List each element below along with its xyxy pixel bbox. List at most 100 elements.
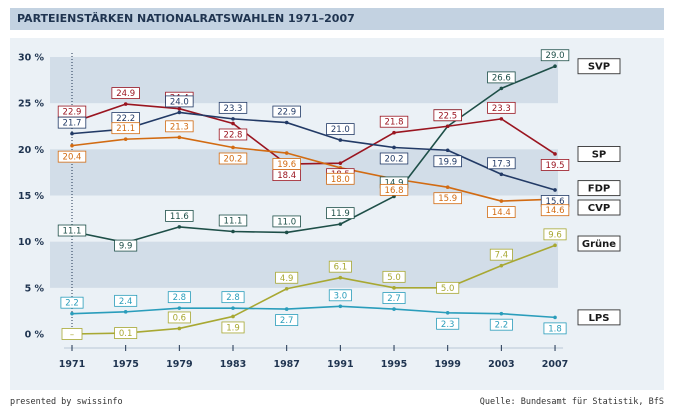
data-label-svp: 11.6 (165, 209, 194, 222)
party-label-box (577, 180, 621, 197)
data-label-box (487, 206, 516, 218)
data-label-text: 6.1 (334, 263, 348, 273)
party-label-text: SP (592, 149, 607, 160)
data-label-text: 14.6 (546, 206, 565, 216)
data-label-cvp: 14.6 (540, 204, 570, 217)
data-point-cvp (177, 135, 182, 140)
data-label-gruene: 5.0 (382, 270, 406, 283)
data-label-box (543, 322, 567, 335)
data-labels: 11.1 9.9 11.6 11.1 11.0 11.9 14.9 22.5 26.6 29.0 2… (57, 49, 570, 340)
data-point-lps (231, 306, 235, 310)
data-label-gruene: 1.9 (221, 321, 245, 333)
data-label-box (379, 115, 409, 128)
data-label-text: 2.2 (495, 321, 509, 331)
data-label-gruene: 0.6 (167, 311, 191, 323)
title-bar: PARTEIENSTÄRKEN NATIONALRATSWAHLEN 1971–… (10, 8, 664, 30)
series-line-svp (71, 65, 556, 244)
data-label-box (436, 317, 460, 330)
data-label-box (275, 271, 299, 284)
data-point-sp (338, 161, 343, 165)
background-band (50, 149, 558, 196)
data-label-box (221, 291, 245, 304)
data-label-text: 21.7 (63, 119, 82, 129)
data-label-box (165, 209, 194, 222)
data-label-text: 19.5 (546, 161, 565, 171)
data-label-text: 4.9 (280, 274, 294, 284)
data-label-text: 23.3 (224, 104, 243, 114)
data-label-lps: 1.8 (543, 322, 567, 335)
y-tick-label: 20 % (18, 145, 45, 156)
data-point-cvp (445, 185, 450, 189)
data-point-svp (499, 86, 504, 91)
data-point-fdp (553, 188, 557, 192)
data-label-text: 18.0 (331, 175, 350, 185)
data-label-box (114, 239, 138, 252)
data-label-box (540, 204, 570, 217)
footer-source: Quelle: Bundesamt für Statistik, BfS (479, 397, 664, 407)
y-tick-label: 5 % (25, 283, 45, 294)
data-label-text: 11.1 (63, 227, 82, 237)
data-label-text: 2.4 (119, 297, 133, 307)
x-tick-label: 1987 (273, 359, 299, 370)
axis: 0 % 5 % 10 % 15 % 20 % 25 % 30 % 1971 1975 1979 19… (18, 53, 568, 371)
data-label-cvp: 14.4 (487, 206, 516, 218)
data-label-box (326, 207, 355, 220)
data-point-fdp (499, 172, 504, 177)
data-point-fdp (338, 138, 343, 142)
data-label-text: 19.9 (438, 157, 457, 167)
data-label-text: 9.9 (119, 242, 133, 252)
data-label-cvp: 21.1 (111, 122, 140, 135)
data-label-lps: 2.2 (489, 318, 513, 331)
data-label-box (487, 101, 516, 114)
data-label-box (382, 270, 406, 283)
data-label-box (272, 105, 301, 118)
data-label-box (218, 101, 248, 114)
data-label-text: 1.8 (548, 324, 562, 334)
data-label-sp: 22.5 (433, 109, 462, 121)
data-label-fdp: 23.3 (218, 101, 248, 114)
data-label-fdp: 19.9 (433, 155, 462, 167)
data-point-fdp (284, 120, 289, 125)
data-label-gruene: 7.4 (489, 248, 513, 261)
data-point-sp (553, 152, 557, 156)
party-label-text: FDP (588, 184, 610, 195)
data-label-sp: 21.8 (379, 115, 409, 128)
data-label-text: 14.9 (385, 178, 404, 188)
data-label-box (272, 158, 301, 170)
series-line-lps (71, 305, 556, 319)
data-label-box (218, 214, 248, 227)
party-label-cvp: CVP (577, 199, 621, 216)
data-point-cvp (284, 151, 289, 155)
data-point-svp (231, 229, 235, 234)
y-tick-label: 0 % (25, 330, 45, 341)
data-label-text: 22.5 (438, 111, 457, 121)
data-label-text: 0.6 (173, 313, 187, 323)
data-point-gruene (284, 286, 289, 291)
party-label-gruene: Grüne (577, 235, 621, 252)
data-point-sp (445, 124, 450, 129)
party-label-fdp: FDP (577, 180, 621, 197)
footer-credit: presented by swissinfo (10, 397, 123, 407)
x-tick-label: 1975 (112, 359, 138, 370)
data-label-box (111, 122, 140, 135)
data-label-fdp: 17.3 (487, 157, 516, 169)
data-label-text: 1.9 (226, 323, 240, 333)
data-label-box (61, 328, 83, 340)
data-label-box (114, 327, 138, 339)
data-point-lps (338, 304, 343, 309)
data-label-text: 14.4 (492, 208, 511, 218)
party-label-text: CVP (588, 203, 610, 214)
x-tick-label: 1999 (434, 359, 460, 370)
data-label-box (379, 152, 409, 165)
data-label-box (218, 128, 248, 141)
data-label-text: 18.4 (277, 171, 296, 181)
data-label-sp: 22.9 (57, 105, 87, 118)
party-label-box (577, 145, 621, 162)
data-point-cvp (499, 199, 504, 203)
data-label-text: 15.9 (438, 194, 457, 204)
x-tick-label: 1979 (166, 359, 192, 370)
data-point-sp (392, 130, 396, 135)
data-point-svp (338, 222, 343, 226)
data-point-lps (284, 307, 289, 311)
data-label-text: – (70, 330, 74, 340)
